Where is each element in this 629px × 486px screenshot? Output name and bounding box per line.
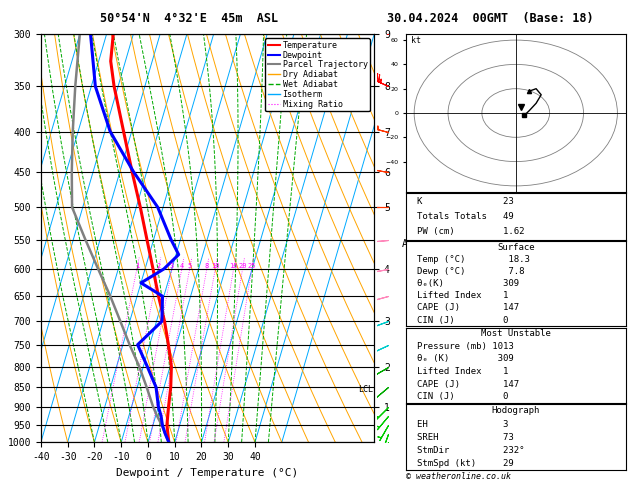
Text: 4: 4 xyxy=(180,263,184,269)
Text: 2: 2 xyxy=(157,263,160,269)
Text: kt: kt xyxy=(411,35,421,45)
Text: Most Unstable: Most Unstable xyxy=(481,330,551,338)
Y-axis label: km
ASL: km ASL xyxy=(402,227,420,249)
Text: CIN (J)         0: CIN (J) 0 xyxy=(416,315,508,325)
Text: LCL: LCL xyxy=(358,384,373,394)
Text: PW (cm)         1.62: PW (cm) 1.62 xyxy=(416,227,524,236)
Text: CIN (J)         0: CIN (J) 0 xyxy=(416,392,508,401)
Text: θₑ (K)         309: θₑ (K) 309 xyxy=(416,354,513,364)
Text: 5: 5 xyxy=(187,263,192,269)
Text: Surface: Surface xyxy=(497,243,535,252)
Text: CAPE (J)        147: CAPE (J) 147 xyxy=(416,303,519,312)
Text: © weatheronline.co.uk: © weatheronline.co.uk xyxy=(406,472,511,481)
Text: CAPE (J)        147: CAPE (J) 147 xyxy=(416,380,519,389)
Text: Hodograph: Hodograph xyxy=(492,406,540,416)
Text: 8: 8 xyxy=(204,263,209,269)
Text: 10: 10 xyxy=(211,263,220,269)
Text: Pressure (mb) 1013: Pressure (mb) 1013 xyxy=(416,342,513,351)
X-axis label: Dewpoint / Temperature (°C): Dewpoint / Temperature (°C) xyxy=(116,468,299,478)
Text: StmDir          232°: StmDir 232° xyxy=(416,446,524,455)
Text: 3: 3 xyxy=(170,263,174,269)
Text: EH              3: EH 3 xyxy=(416,419,508,429)
Text: 25: 25 xyxy=(247,263,256,269)
Text: Dewp (°C)        7.8: Dewp (°C) 7.8 xyxy=(416,267,524,276)
Text: StmSpd (kt)     29: StmSpd (kt) 29 xyxy=(416,459,513,468)
Legend: Temperature, Dewpoint, Parcel Trajectory, Dry Adiabat, Wet Adiabat, Isotherm, Mi: Temperature, Dewpoint, Parcel Trajectory… xyxy=(265,38,370,111)
Text: 30.04.2024  00GMT  (Base: 18): 30.04.2024 00GMT (Base: 18) xyxy=(387,12,594,25)
Text: Temp (°C)        18.3: Temp (°C) 18.3 xyxy=(416,255,530,264)
Text: SREH            73: SREH 73 xyxy=(416,433,513,442)
Text: θₑ(K)           309: θₑ(K) 309 xyxy=(416,279,519,288)
Text: Lifted Index    1: Lifted Index 1 xyxy=(416,291,508,300)
Text: 50°54'N  4°32'E  45m  ASL: 50°54'N 4°32'E 45m ASL xyxy=(99,12,278,25)
Text: Lifted Index    1: Lifted Index 1 xyxy=(416,367,508,376)
Text: 16: 16 xyxy=(230,263,238,269)
Text: 20: 20 xyxy=(238,263,247,269)
Y-axis label: hPa: hPa xyxy=(0,228,2,248)
Text: K               23: K 23 xyxy=(416,197,513,206)
Text: 1: 1 xyxy=(135,263,139,269)
Text: Totals Totals   49: Totals Totals 49 xyxy=(416,212,513,221)
